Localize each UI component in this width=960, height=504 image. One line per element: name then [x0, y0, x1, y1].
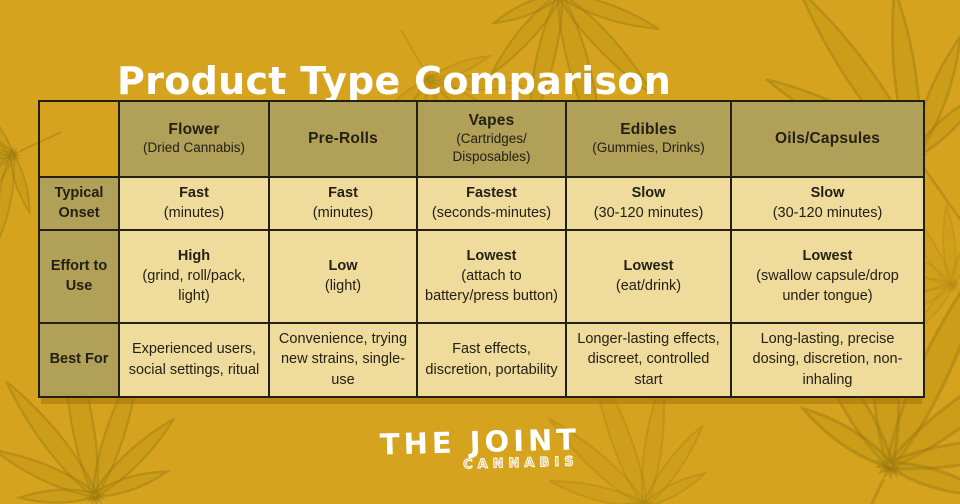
- cell-value: Fastest: [466, 185, 517, 201]
- col-name: Oils/Capsules: [774, 130, 881, 147]
- cell-value: Lowest: [466, 247, 517, 264]
- cell-text: Convenience, trying new strains, single-…: [278, 331, 408, 388]
- cell-detail: (eat/drink): [615, 278, 682, 295]
- row-label-typical-onset: Typical Onset: [38, 176, 120, 231]
- cell-value: Low: [328, 257, 358, 274]
- row-label-best-for: Best For: [38, 321, 120, 398]
- cell-effort-edibles: Lowest (eat/drink): [565, 228, 732, 324]
- col-name: Flower: [168, 120, 220, 138]
- cell-onset-oils: Slow (30-120 minutes): [730, 176, 925, 231]
- page-title: Product Type Comparison: [117, 59, 672, 104]
- col-subtitle: (Gummies, Drinks): [592, 139, 705, 155]
- cell-detail: (seconds-minutes): [431, 205, 552, 222]
- table-row-typical-onset: Typical Onset Fast (minutes) Fast (minut…: [38, 176, 925, 231]
- col-header-oils-capsules: Oils/Capsules: [730, 100, 925, 178]
- cell-value: Slow: [631, 185, 666, 201]
- cell-onset-vapes: Fastest (seconds-minutes): [416, 176, 567, 231]
- cell-onset-pre-rolls: Fast (minutes): [268, 176, 418, 231]
- col-name: Vapes: [468, 111, 515, 129]
- cell-text: Experienced users, social settings, ritu…: [128, 341, 260, 378]
- cell-detail: (grind, roll/pack, light): [142, 267, 246, 305]
- cell-detail: (minutes): [163, 205, 225, 222]
- cell-text: Long-lasting, precise dosing, discretion…: [752, 331, 903, 388]
- table-row-best-for: Best For Experienced users, social setti…: [38, 321, 925, 398]
- cell-detail: (attach to battery/press button): [425, 267, 558, 305]
- cell-value: High: [177, 247, 211, 264]
- col-name: Pre-Rolls: [308, 130, 378, 147]
- cell-effort-oils: Lowest (swallow capsule/drop under tongu…: [730, 228, 925, 324]
- cell-effort-flower: High (grind, roll/pack, light): [118, 228, 270, 324]
- brand-logo: THE JOINT CANNABIS: [0, 422, 960, 474]
- cell-value: Fast: [328, 185, 358, 201]
- cell-value: Slow: [810, 185, 845, 201]
- cell-detail: (minutes): [312, 205, 374, 222]
- table-corner-cell: [38, 100, 120, 178]
- cell-onset-edibles: Slow (30-120 minutes): [565, 176, 732, 231]
- cell-text: Fast effects, discretion, portability: [425, 341, 558, 378]
- col-name: Edibles: [620, 120, 677, 138]
- cell-text: Longer-lasting effects, discreet, contro…: [577, 331, 720, 388]
- cell-effort-vapes: Lowest (attach to battery/press button): [416, 228, 567, 324]
- cell-effort-pre-rolls: Low (light): [268, 228, 418, 324]
- table-header-row: Flower (Dried Cannabis) Pre-Rolls Vapes …: [38, 100, 925, 178]
- product-comparison-table: Flower (Dried Cannabis) Pre-Rolls Vapes …: [38, 100, 925, 398]
- cell-detail: (light): [324, 278, 362, 295]
- col-subtitle: (Cartridges/ Disposables): [452, 130, 531, 164]
- cell-best-vapes: Fast effects, discretion, portability: [416, 321, 567, 398]
- cell-best-flower: Experienced users, social settings, ritu…: [118, 321, 270, 398]
- cell-best-edibles: Longer-lasting effects, discreet, contro…: [565, 321, 732, 398]
- cell-detail: (swallow capsule/drop under tongue): [756, 267, 899, 305]
- table-row-effort-to-use: Effort to Use High (grind, roll/pack, li…: [38, 228, 925, 324]
- brand-logo-lockup: THE JOINT CANNABIS: [379, 422, 580, 474]
- col-header-vapes: Vapes (Cartridges/ Disposables): [416, 100, 567, 178]
- cell-best-oils: Long-lasting, precise dosing, discretion…: [730, 321, 925, 398]
- cell-value: Lowest: [623, 257, 674, 274]
- col-header-edibles: Edibles (Gummies, Drinks): [565, 100, 732, 178]
- cell-value: Lowest: [802, 247, 853, 264]
- col-header-pre-rolls: Pre-Rolls: [268, 100, 418, 178]
- cell-detail: (30-120 minutes): [772, 205, 883, 222]
- cell-onset-flower: Fast (minutes): [118, 176, 270, 231]
- col-subtitle: (Dried Cannabis): [142, 139, 246, 155]
- col-header-flower: Flower (Dried Cannabis): [118, 100, 270, 178]
- cell-detail: (30-120 minutes): [593, 205, 704, 222]
- cell-best-pre-rolls: Convenience, trying new strains, single-…: [268, 321, 418, 398]
- row-label-effort-to-use: Effort to Use: [38, 228, 120, 324]
- cell-value: Fast: [179, 185, 209, 201]
